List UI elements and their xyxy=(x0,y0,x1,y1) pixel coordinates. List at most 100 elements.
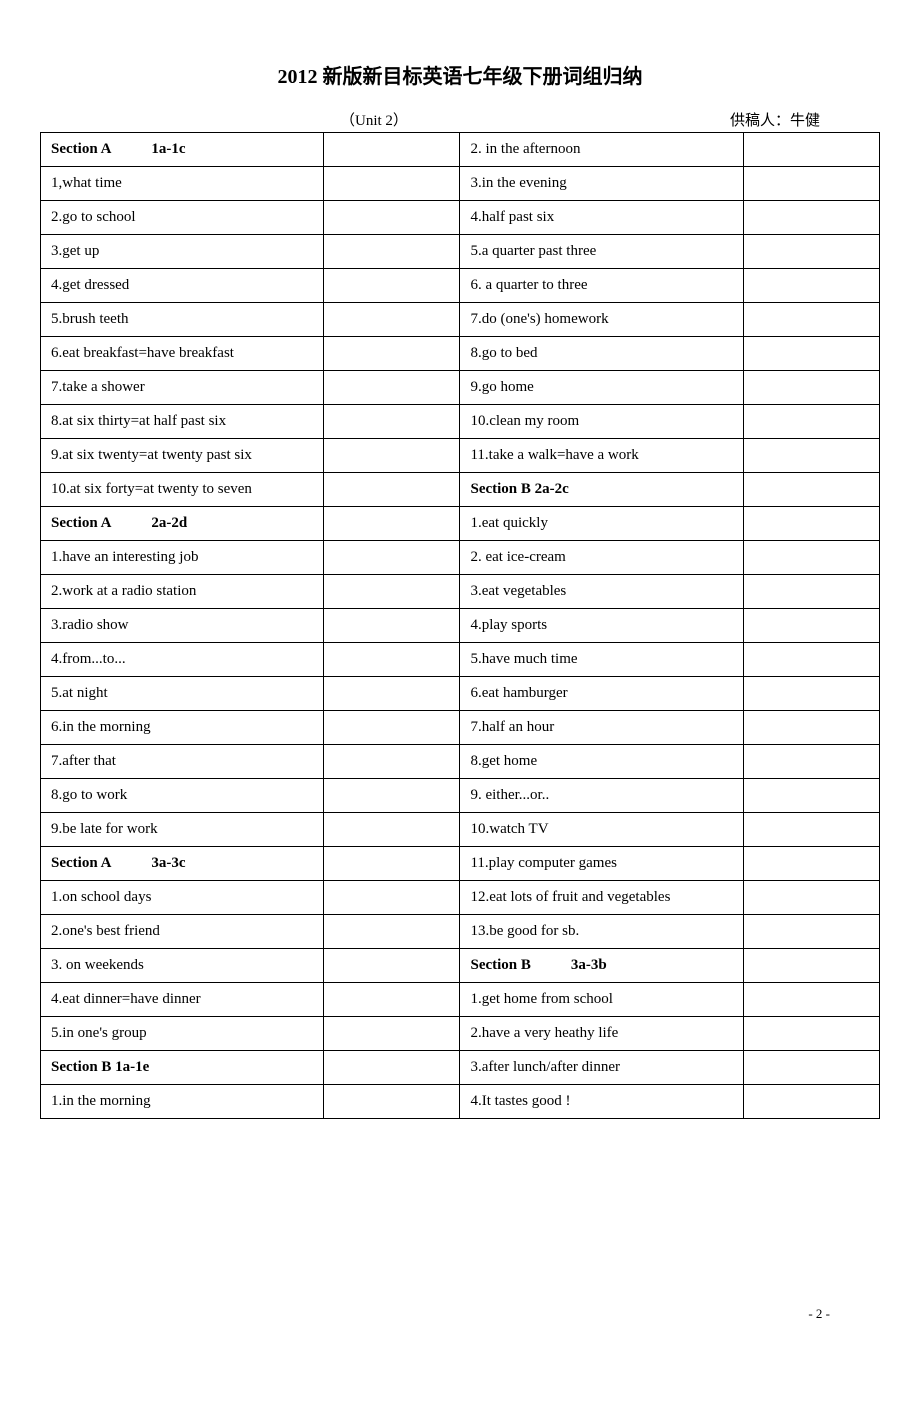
table-row: 9.be late for work 10.watch TV xyxy=(41,813,880,847)
left-phrase-cell: 4.eat dinner=have dinner xyxy=(41,983,324,1017)
left-phrase-cell: 9.be late for work xyxy=(41,813,324,847)
left-answer-cell xyxy=(324,779,460,813)
left-answer-cell xyxy=(324,473,460,507)
left-answer-cell xyxy=(324,1017,460,1051)
right-answer-cell xyxy=(743,847,879,881)
table-row: Section A1a-1c2. in the afternoon xyxy=(41,133,880,167)
table-row: 1.have an interesting job2. eat ice-crea… xyxy=(41,541,880,575)
table-row: 10.at six forty=at twenty to seven Sectio… xyxy=(41,473,880,507)
left-phrase-cell: 3. on weekends xyxy=(41,949,324,983)
left-phrase-cell: 4.from...to... xyxy=(41,643,324,677)
table-row: 8.at six thirty=at half past six 10.clean… xyxy=(41,405,880,439)
left-phrase-cell: Section B 1a-1e xyxy=(41,1051,324,1085)
table-row: 3. on weekends Section B3a-3b xyxy=(41,949,880,983)
right-answer-cell xyxy=(743,949,879,983)
right-answer-cell xyxy=(743,983,879,1017)
right-answer-cell xyxy=(743,405,879,439)
right-answer-cell xyxy=(743,507,879,541)
left-phrase-cell: 2.go to school xyxy=(41,201,324,235)
left-answer-cell xyxy=(324,337,460,371)
right-answer-cell xyxy=(743,371,879,405)
right-answer-cell xyxy=(743,235,879,269)
left-phrase-cell: 9.at six twenty=at twenty past six xyxy=(41,439,324,473)
right-phrase-cell: 2.have a very heathy life xyxy=(460,1017,743,1051)
table-row: 5.at night6.eat hamburger xyxy=(41,677,880,711)
left-answer-cell xyxy=(324,201,460,235)
right-phrase-cell: 4.half past six xyxy=(460,201,743,235)
right-phrase-cell: 11.play computer games xyxy=(460,847,743,881)
meta-row: （Unit 2） 供稿人：牛健 xyxy=(40,109,880,130)
left-phrase-cell: Section A3a-3c xyxy=(41,847,324,881)
left-phrase-cell: 5.in one's group xyxy=(41,1017,324,1051)
left-phrase-cell: 10.at six forty=at twenty to seven xyxy=(41,473,324,507)
left-phrase-cell: 5.at night xyxy=(41,677,324,711)
left-answer-cell xyxy=(324,133,460,167)
table-row: 2.one's best friend 13.be good for sb. xyxy=(41,915,880,949)
left-phrase-cell: 3.radio show xyxy=(41,609,324,643)
left-phrase-cell: 2.work at a radio station xyxy=(41,575,324,609)
right-answer-cell xyxy=(743,1051,879,1085)
table-row: Section B 1a-1e3.after lunch/after dinne… xyxy=(41,1051,880,1085)
table-row: 2.go to school 4.half past six xyxy=(41,201,880,235)
right-phrase-cell: 2. in the afternoon xyxy=(460,133,743,167)
left-answer-cell xyxy=(324,711,460,745)
right-answer-cell xyxy=(743,1017,879,1051)
right-answer-cell xyxy=(743,1085,879,1119)
left-answer-cell xyxy=(324,609,460,643)
right-phrase-cell: 1.get home from school xyxy=(460,983,743,1017)
table-row: 4.eat dinner=have dinner 1.get home from … xyxy=(41,983,880,1017)
left-answer-cell xyxy=(324,745,460,779)
right-phrase-cell: 2. eat ice-cream xyxy=(460,541,743,575)
right-phrase-cell: 13.be good for sb. xyxy=(460,915,743,949)
right-answer-cell xyxy=(743,473,879,507)
table-row: 1.in the morning 4.It tastes good ! xyxy=(41,1085,880,1119)
right-phrase-cell: 9.go home xyxy=(460,371,743,405)
right-phrase-cell: 4.It tastes good ! xyxy=(460,1085,743,1119)
table-row: Section A2a-2d1.eat quickly xyxy=(41,507,880,541)
left-answer-cell xyxy=(324,643,460,677)
right-phrase-cell: 8.get home xyxy=(460,745,743,779)
right-phrase-cell: Section B3a-3b xyxy=(460,949,743,983)
table-row: 6.eat breakfast=have breakfast8.go to be… xyxy=(41,337,880,371)
right-answer-cell xyxy=(743,711,879,745)
left-answer-cell xyxy=(324,439,460,473)
unit-label: （Unit 2） xyxy=(340,109,408,130)
vocab-table: Section A1a-1c2. in the afternoon1,what … xyxy=(40,132,880,1119)
table-row: 7.take a shower9.go home xyxy=(41,371,880,405)
right-phrase-cell: 3.in the evening xyxy=(460,167,743,201)
left-phrase-cell: 5.brush teeth xyxy=(41,303,324,337)
table-row: 5.in one's group 2.have a very heathy lif… xyxy=(41,1017,880,1051)
left-phrase-cell: 8.at six thirty=at half past six xyxy=(41,405,324,439)
right-phrase-cell: 7.do (one's) homework xyxy=(460,303,743,337)
left-phrase-cell: 1.in the morning xyxy=(41,1085,324,1119)
left-answer-cell xyxy=(324,405,460,439)
right-answer-cell xyxy=(743,779,879,813)
right-phrase-cell: 5.have much time xyxy=(460,643,743,677)
right-phrase-cell: 10.watch TV xyxy=(460,813,743,847)
right-phrase-cell: Section B 2a-2c xyxy=(460,473,743,507)
contributor-label: 供稿人：牛健 xyxy=(730,109,820,130)
right-answer-cell xyxy=(743,575,879,609)
page-container: 2012 新版新目标英语七年级下册词组归纳 （Unit 2） 供稿人：牛健 Se… xyxy=(40,60,880,1362)
right-phrase-cell: 8.go to bed xyxy=(460,337,743,371)
left-phrase-cell: 8.go to work xyxy=(41,779,324,813)
table-row: 5.brush teeth 7.do (one's) homework xyxy=(41,303,880,337)
right-phrase-cell: 10.clean my room xyxy=(460,405,743,439)
table-row: 2.work at a radio station3.eat vegetable… xyxy=(41,575,880,609)
right-phrase-cell: 4.play sports xyxy=(460,609,743,643)
right-answer-cell xyxy=(743,541,879,575)
table-row: 9.at six twenty=at twenty past six11.tak… xyxy=(41,439,880,473)
left-answer-cell xyxy=(324,507,460,541)
left-answer-cell xyxy=(324,949,460,983)
right-answer-cell xyxy=(743,609,879,643)
page-number: - 2 - xyxy=(808,1306,830,1322)
table-row: Section A3a-3c 11.play computer games xyxy=(41,847,880,881)
left-answer-cell xyxy=(324,1051,460,1085)
right-answer-cell xyxy=(743,167,879,201)
left-phrase-cell: 6.in the morning xyxy=(41,711,324,745)
left-answer-cell xyxy=(324,983,460,1017)
right-phrase-cell: 7.half an hour xyxy=(460,711,743,745)
right-answer-cell xyxy=(743,303,879,337)
left-phrase-cell: 2.one's best friend xyxy=(41,915,324,949)
right-answer-cell xyxy=(743,133,879,167)
